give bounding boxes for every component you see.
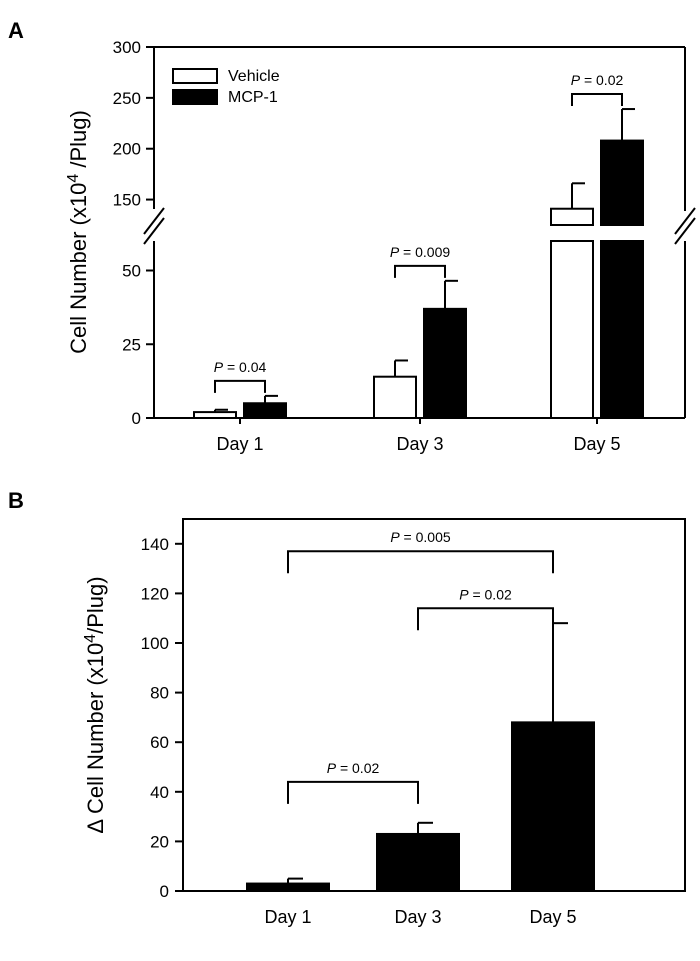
legend-label-vehicle: Vehicle <box>228 68 280 85</box>
panel-b-bracket-2 <box>287 780 419 804</box>
panel-a-bracket-day-5 <box>571 93 623 107</box>
panel-b: B Δ Cell Number (x104/Plug) 0 20 40 60 80 100… <box>8 488 686 927</box>
panel-b-ytick-label-40: 40 <box>150 783 169 802</box>
panel-b-label: B <box>8 488 24 513</box>
panel-a-ytick-label-200: 200 <box>113 140 141 159</box>
axis-break-mark-right-2 <box>674 217 696 245</box>
panel-a-pvalue-day-5: P = 0.02 <box>571 72 624 88</box>
panel-a-xtick-label-day-5: Day 5 <box>573 434 620 454</box>
panel-b-y-axis-title: Δ Cell Number (x104/Plug) <box>82 576 108 833</box>
panel-a-ytick-label-0: 0 <box>132 409 141 428</box>
panel-b-bar-day-1 <box>246 882 330 892</box>
panel-a-ytick-label-300: 300 <box>113 38 141 57</box>
panel-b-ytick-label-140: 140 <box>141 535 169 554</box>
panel-b-bracket-0 <box>287 550 554 574</box>
panel-a-ytick-label-250: 250 <box>113 89 141 108</box>
panel-b-bar-day-3 <box>376 832 460 893</box>
panel-b-ytick-label-0: 0 <box>160 882 169 901</box>
legend-swatch-mcp1 <box>172 89 218 105</box>
panel-a-ytick-label-25: 25 <box>122 335 141 354</box>
panel-b-bar-day-5 <box>511 721 595 892</box>
panel-a-xtick-label-day-3: Day 3 <box>396 434 443 454</box>
legend: Vehicle MCP-1 <box>172 68 280 106</box>
panel-a-bar-vehicle-day-3 <box>373 375 417 420</box>
panel-a-bar-vehicle-day-5-lower <box>550 240 594 419</box>
panel-b-ytick-label-120: 120 <box>141 584 169 603</box>
panel-a-bar-vehicle-day-5-upper <box>550 207 594 226</box>
panel-a-label: A <box>8 18 24 43</box>
panel-a-ytick-label-150: 150 <box>113 191 141 210</box>
panel-b-xtick-label-day-1: Day 1 <box>264 907 311 927</box>
panel-a-bar-mcp-1-day-5-upper <box>600 139 644 227</box>
panel-a-ytick-label-50: 50 <box>122 262 141 281</box>
panel-a-bracket-day-3 <box>394 264 446 278</box>
legend-swatch-vehicle <box>172 68 218 84</box>
panel-b-ytick-label-80: 80 <box>150 684 169 703</box>
axis-break-mark-left-2 <box>143 217 165 245</box>
axis-break-mark-left-1 <box>143 207 165 235</box>
panel-a-bar-mcp-1-day-1 <box>243 402 287 419</box>
panel-b-pvalue-2: P = 0.02 <box>327 760 380 776</box>
panel-a-y-axis-title: Cell Number (x104 /Plug) <box>65 110 91 354</box>
panel-b-pvalue-1: P = 0.02 <box>459 586 512 602</box>
panel-a-bar-vehicle-day-1 <box>193 411 237 420</box>
panel-a-xtick-label-day-1: Day 1 <box>216 434 263 454</box>
axis-break-mark-right-1 <box>674 207 696 235</box>
panel-a-bar-mcp-1-day-5-lower <box>600 240 644 419</box>
panel-a-bar-mcp-1-day-3 <box>423 307 467 420</box>
panel-b-ytick-label-20: 20 <box>150 832 169 851</box>
panel-b-bracket-1 <box>417 607 554 631</box>
panel-b-ytick-label-100: 100 <box>141 634 169 653</box>
panel-a-bracket-day-1 <box>214 379 266 393</box>
panel-b-pvalue-0: P = 0.005 <box>390 529 451 545</box>
panel-b-xtick-label-day-5: Day 5 <box>529 907 576 927</box>
panel-b-xtick-label-day-3: Day 3 <box>394 907 441 927</box>
panel-a-pvalue-day-1: P = 0.04 <box>214 359 267 375</box>
legend-label-mcp1: MCP-1 <box>228 89 278 106</box>
panel-a-pvalue-day-3: P = 0.009 <box>390 244 451 260</box>
panel-b-ytick-label-60: 60 <box>150 733 169 752</box>
panel-a: A Cell Number (x104 /Plug) Vehicle MCP-1… <box>8 18 696 454</box>
